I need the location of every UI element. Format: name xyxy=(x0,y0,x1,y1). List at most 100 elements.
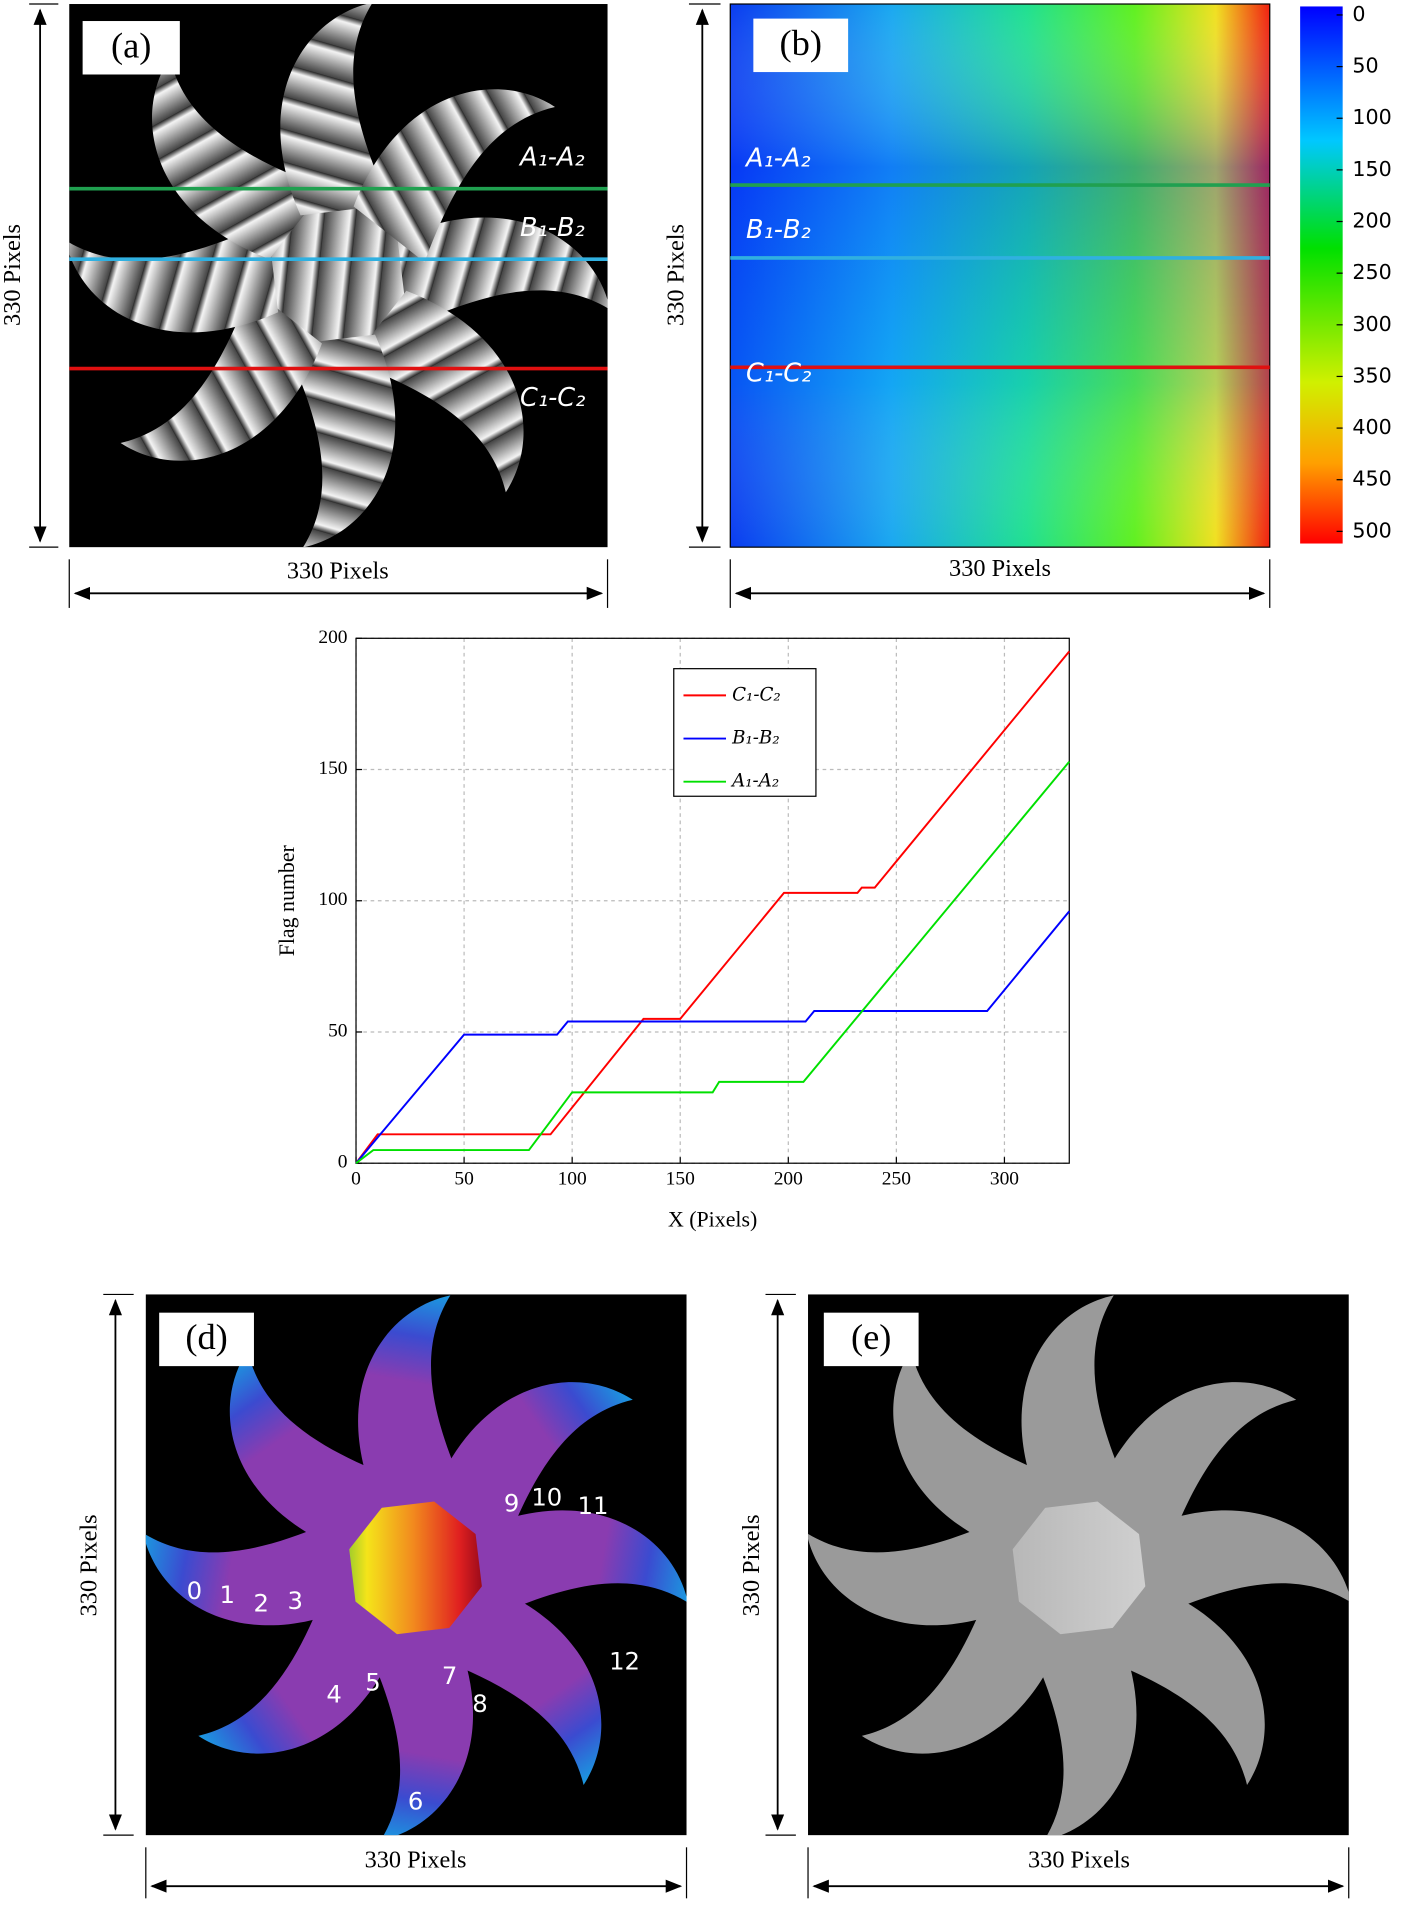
colorbar-tick-label: 0 xyxy=(1352,2,1365,26)
segment-label: 12 xyxy=(609,1647,640,1676)
tag-box xyxy=(82,21,180,75)
image-b-shade xyxy=(730,4,1270,548)
line-label: B₁-B₂ xyxy=(746,215,811,245)
colorbar-ticks: 0 50 100 150 200 250 300 350 400 450 500 xyxy=(1336,2,1392,542)
colorbar-tick-label: 450 xyxy=(1352,467,1391,491)
fan-depth xyxy=(808,1295,1349,1836)
y-axis-label: Flag number xyxy=(275,844,299,956)
dim-label: 330 Pixels xyxy=(663,224,690,326)
fan-fringe xyxy=(69,4,608,548)
line-label: C₁-C₂ xyxy=(520,383,585,413)
legend-box xyxy=(673,668,817,797)
y-tick-label: 0 xyxy=(338,1152,348,1173)
blade xyxy=(1026,1627,1137,1836)
colorbar-tick-label: 200 xyxy=(1352,209,1391,233)
segment-label: 7 xyxy=(442,1661,457,1690)
x-tick-label: 250 xyxy=(882,1169,911,1190)
segment-label: 9 xyxy=(504,1489,519,1518)
x-tick-label: 0 xyxy=(351,1169,361,1190)
colorbar-tick-label: 300 xyxy=(1352,312,1391,336)
blade xyxy=(120,287,322,461)
colorbar-tick-label: 400 xyxy=(1352,415,1391,439)
blade xyxy=(397,217,608,328)
legend-label: B₁-B₂ xyxy=(731,728,780,749)
colorbar-tick-label: 100 xyxy=(1352,105,1391,129)
colorbar-tick-label: 150 xyxy=(1352,157,1391,181)
blade xyxy=(69,222,279,333)
colorbar-tick-label: 350 xyxy=(1352,363,1391,387)
dim-label: 330 Pixels xyxy=(1028,1846,1130,1873)
blade xyxy=(285,334,396,548)
blade xyxy=(280,4,390,216)
dim-label: 330 Pixels xyxy=(76,1514,103,1616)
blade xyxy=(1094,1382,1297,1555)
blade xyxy=(431,1382,633,1555)
segment-label: 5 xyxy=(365,1667,380,1696)
dim-label: 330 Pixels xyxy=(738,1514,765,1616)
line-label: B₁-B₂ xyxy=(520,213,585,243)
blade xyxy=(1091,1583,1265,1786)
image-b-frame xyxy=(729,3,1271,548)
tag-box xyxy=(159,1312,254,1367)
colorbar-tick-label: 250 xyxy=(1352,260,1391,284)
segment-label: 11 xyxy=(577,1491,608,1520)
blade xyxy=(1138,1510,1349,1621)
blade xyxy=(152,57,325,260)
blade xyxy=(198,1580,400,1754)
segment-label: 3 xyxy=(288,1586,303,1615)
panel-tag: (b) xyxy=(779,23,822,63)
blade xyxy=(428,1583,602,1786)
dim-label: 330 Pixels xyxy=(0,224,26,326)
colorbar xyxy=(1300,6,1343,544)
dim-label: 330 Pixels xyxy=(287,557,389,584)
legend-label: A₁-A₂ xyxy=(730,771,779,792)
segment-label: 6 xyxy=(408,1786,423,1815)
blade xyxy=(363,1627,474,1836)
x-tick-label: 300 xyxy=(990,1169,1019,1190)
line-chart: 0 50 100 150 200 250 300 0 50 100 150 200 X (Pixels)… xyxy=(275,627,1071,1232)
x-tick-label: 150 xyxy=(666,1169,695,1190)
blade xyxy=(145,1515,356,1626)
segment-label: 4 xyxy=(326,1679,341,1708)
blade xyxy=(475,1510,687,1621)
y-tick-label: 150 xyxy=(318,758,347,779)
fan-segments xyxy=(145,1295,687,1836)
plot-frame xyxy=(355,637,1070,1164)
blade xyxy=(1021,1295,1132,1509)
line-label: C₁-C₂ xyxy=(746,359,811,389)
dim-label: 330 Pixels xyxy=(365,1846,467,1873)
colorbar-tick-label: 500 xyxy=(1352,518,1391,542)
colorbar-tick-label: 50 xyxy=(1352,54,1378,78)
dim-label: 330 Pixels xyxy=(949,555,1051,582)
legend-label: C₁-C₂ xyxy=(732,684,781,705)
blade xyxy=(893,1350,1067,1553)
blade xyxy=(358,1295,468,1509)
series-line xyxy=(355,761,1071,1164)
y-tick-label: 200 xyxy=(318,627,347,648)
blade xyxy=(353,89,555,263)
series-line xyxy=(355,650,1071,1164)
tag-box xyxy=(823,1312,919,1367)
segment-label: 8 xyxy=(472,1689,487,1718)
segment-label: 10 xyxy=(531,1483,562,1512)
x-tick-label: 200 xyxy=(774,1169,803,1190)
blade xyxy=(808,1515,1020,1626)
blade xyxy=(350,290,524,493)
x-tick-label: 100 xyxy=(558,1169,587,1190)
x-axis-label: X (Pixels) xyxy=(668,1208,757,1232)
tag-box xyxy=(753,18,849,73)
panel-tag: (e) xyxy=(851,1317,891,1357)
y-tick-label: 100 xyxy=(318,889,347,910)
y-tick-label: 50 xyxy=(328,1020,347,1041)
segment-label: 2 xyxy=(254,1588,269,1617)
x-tick-label: 50 xyxy=(454,1169,473,1190)
line-label: A₁-A₂ xyxy=(744,144,811,174)
blade xyxy=(861,1580,1064,1754)
segment-label: 0 xyxy=(187,1576,202,1605)
line-label: A₁-A₂ xyxy=(518,142,585,172)
blade xyxy=(229,1350,403,1553)
panel-tag: (a) xyxy=(111,25,151,65)
